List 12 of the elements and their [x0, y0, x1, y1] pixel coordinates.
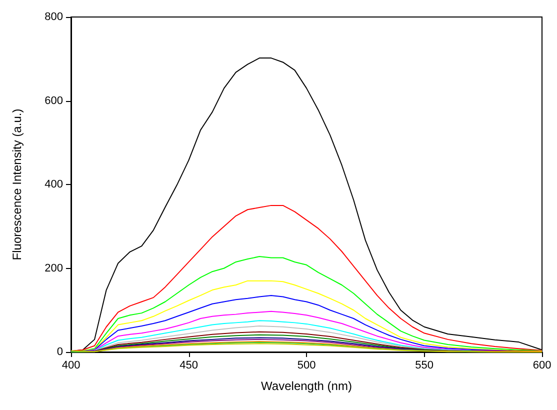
y-tick-label: 400	[44, 178, 63, 190]
x-tick-label: 400	[62, 360, 80, 372]
y-tick-label: 200	[44, 262, 63, 274]
y-tick-label: 600	[44, 94, 63, 107]
x-tick-label: 550	[415, 360, 434, 372]
x-axis-title: Wavelength (nm)	[261, 379, 352, 393]
y-tick-label: 0	[56, 346, 63, 358]
x-tick-label: 600	[532, 360, 552, 372]
x-tick-label: 450	[180, 360, 198, 372]
x-tick-label: 500	[297, 360, 316, 372]
y-tick-label: 800	[44, 11, 63, 23]
y-axis-title: Fluorescence Intensity (a.u.)	[10, 108, 24, 260]
